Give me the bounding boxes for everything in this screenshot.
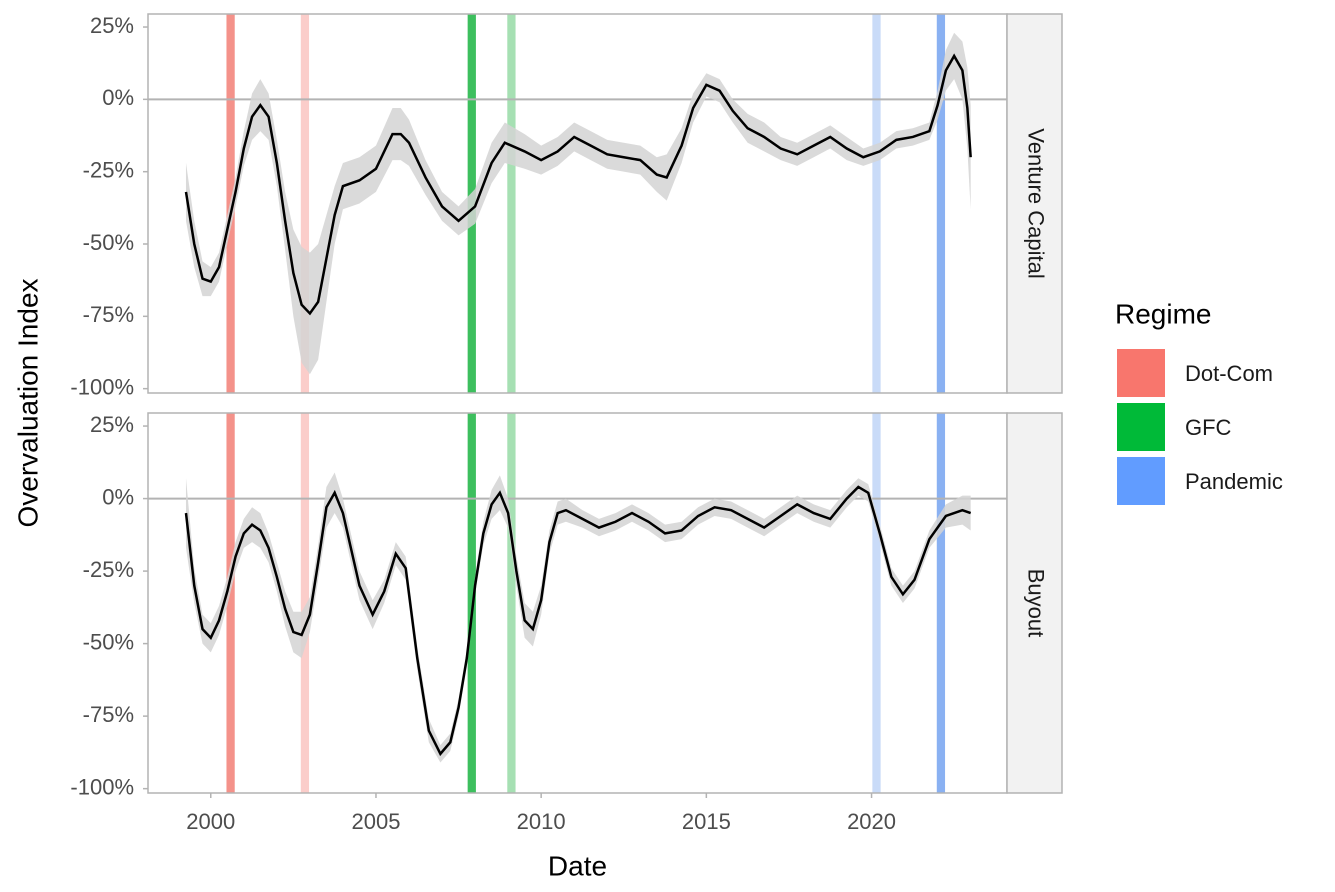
facet-label: Buyout [1024,569,1049,638]
facet-label: Venture Capital [1024,128,1049,278]
y-tick-label: -50% [83,629,134,654]
regime-line [936,413,946,793]
regime-line [507,413,516,793]
y-tick-label: -100% [70,774,134,799]
confidence-band [185,32,971,375]
x-tick-label: 2020 [847,809,896,834]
legend-key [1117,349,1165,397]
panel-background [148,413,1007,793]
line [184,485,972,757]
y-tick-label: 0% [102,484,134,509]
y-tick-label: -75% [83,702,134,727]
legend-label: Dot-Com [1185,361,1273,386]
x-tick-label: 2000 [186,809,235,834]
regime-line [872,413,881,793]
regime-line [872,14,881,393]
x-axis-title: Date [548,850,607,881]
y-tick-label: -50% [83,230,134,255]
regime-line [300,14,310,393]
legend-title: Regime [1115,298,1211,329]
regime-line [467,413,476,793]
regime-line [226,413,235,793]
y-tick-label: -75% [83,302,134,327]
y-tick-label: 25% [90,13,134,38]
legend-label: Pandemic [1185,469,1283,494]
facet-strip [1006,412,1063,794]
regime-line [507,14,516,393]
y-tick-label: -25% [83,557,134,582]
panel-background [148,14,1007,393]
x-tick-label: 2010 [517,809,566,834]
line [184,53,972,316]
y-tick-label: -25% [83,157,134,182]
y-tick-label: 0% [102,85,134,110]
legend-key [1117,457,1165,505]
legend-key [1117,403,1165,451]
regime-line [936,14,946,393]
regime-line [300,413,310,793]
x-tick-label: 2015 [682,809,731,834]
x-tick-label: 2005 [351,809,400,834]
y-axis-title: Overvaluation Index [12,278,43,527]
y-tick-label: 25% [90,412,134,437]
y-tick-label: -100% [70,374,134,399]
facet-strip [1006,13,1063,394]
legend-label: GFC [1185,415,1232,440]
